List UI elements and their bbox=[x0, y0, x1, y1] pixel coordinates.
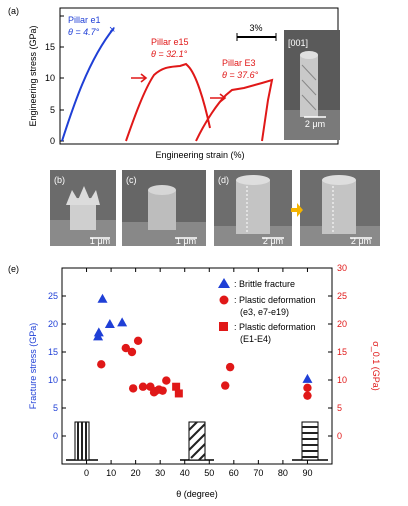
legend-triangle-marker bbox=[218, 278, 230, 288]
plastic-deformation-point bbox=[162, 376, 171, 385]
x-tick-label: 30 bbox=[155, 468, 165, 478]
brittle-fracture-point bbox=[117, 317, 128, 327]
plastic-deformation-E-point bbox=[174, 389, 183, 398]
y-left-tick-label: 10 bbox=[48, 375, 58, 385]
panel-a-ytick-0: 0 bbox=[50, 136, 55, 146]
y-right-tick-label: 5 bbox=[337, 403, 342, 413]
brittle-fracture-point bbox=[302, 373, 313, 383]
photo-d-scale: 2 μm bbox=[263, 236, 283, 246]
y-left-tick-label: 15 bbox=[48, 347, 58, 357]
pillar-sketch-45deg bbox=[180, 421, 214, 461]
y-left-tick-label: 5 bbox=[53, 403, 58, 413]
panel-e-legend: : Brittle fracture : Plastic deformation… bbox=[218, 278, 316, 344]
curve-E3-theta: θ = 37.6° bbox=[222, 70, 259, 80]
photo-d-arrow bbox=[291, 203, 303, 217]
legend-plastic-1: : Plastic deformation bbox=[234, 295, 316, 305]
panel-e-data-points bbox=[93, 293, 313, 400]
panel-a-ylabel: Engineering stress (GPa) bbox=[28, 25, 38, 126]
y-right-tick-label: 15 bbox=[337, 347, 347, 357]
plastic-deformation-point bbox=[221, 381, 230, 390]
x-tick-label: 10 bbox=[106, 468, 116, 478]
photo-d2-scale: 2 μm bbox=[351, 236, 371, 246]
curve-e15-arrow bbox=[131, 73, 148, 83]
brittle-fracture-point bbox=[93, 327, 104, 337]
curve-e1-name: Pillar e1 bbox=[68, 15, 101, 25]
plastic-deformation-E-point bbox=[172, 382, 181, 391]
photo-c-scale: 1 μm bbox=[176, 236, 196, 246]
legend-square-marker bbox=[219, 322, 228, 331]
inset-sem-image: [001] 2 μm bbox=[284, 30, 340, 140]
curve-E3-arrow bbox=[210, 93, 227, 103]
y-left-tick-label: 0 bbox=[53, 431, 58, 441]
inset-direction-label: [001] bbox=[288, 38, 308, 48]
panel-a-ytick-5: 5 bbox=[50, 105, 55, 115]
y-right-tick-label: 10 bbox=[337, 375, 347, 385]
brittle-fracture-point bbox=[97, 293, 108, 303]
y-right-tick-label: 20 bbox=[337, 319, 347, 329]
plastic-deformation-point bbox=[133, 336, 143, 345]
strain-scale-label: 3% bbox=[249, 23, 262, 33]
panel-e-yticks-right: 0 5 10 15 20 25 30 bbox=[328, 263, 347, 441]
pillar-sketch-0deg bbox=[66, 421, 98, 461]
plastic-deformation-point bbox=[303, 383, 312, 393]
y-right-tick-label: 25 bbox=[337, 291, 347, 301]
x-tick-label: 70 bbox=[253, 468, 263, 478]
photo-panel-c: (c) 1 μm bbox=[122, 170, 206, 246]
curve-e1 bbox=[61, 27, 115, 142]
plastic-deformation-point bbox=[138, 382, 148, 391]
plastic-deformation-point bbox=[225, 362, 235, 372]
panel-a-xlabel: Engineering strain (%) bbox=[155, 150, 244, 160]
pillar-sketch-90deg bbox=[292, 421, 328, 461]
plastic-deformation-point bbox=[303, 391, 312, 400]
photo-panel-d: (d) 2 μm 2 μm bbox=[214, 170, 380, 246]
x-tick-label: 20 bbox=[131, 468, 141, 478]
y-left-tick-label: 20 bbox=[48, 319, 58, 329]
x-tick-label: 50 bbox=[204, 468, 214, 478]
curve-e15-name: Pillar e15 bbox=[151, 37, 189, 47]
curve-e1-theta: θ = 4.7° bbox=[68, 27, 100, 37]
photo-b-label: (b) bbox=[54, 175, 65, 185]
photo-c-label: (c) bbox=[126, 175, 137, 185]
panel-a-ytick-10: 10 bbox=[45, 73, 55, 83]
plastic-deformation-point bbox=[127, 347, 137, 357]
x-tick-label: 40 bbox=[180, 468, 190, 478]
x-tick-label: 60 bbox=[229, 468, 239, 478]
panel-e-ylabel-right: σ_0.1 (GPa) bbox=[371, 341, 381, 391]
legend-plastic-2-detail: (E1-E4) bbox=[240, 334, 271, 344]
photo-d-label: (d) bbox=[218, 175, 229, 185]
legend-circle-marker bbox=[219, 295, 229, 305]
panel-a-plot: 0 5 10 15 Engineering stress (GPa) Engin… bbox=[28, 7, 340, 160]
panel-e-label: (e) bbox=[8, 264, 19, 274]
x-tick-label: 90 bbox=[302, 468, 312, 478]
legend-brittle: : Brittle fracture bbox=[234, 279, 295, 289]
panel-e-xlabel: θ (degree) bbox=[176, 489, 218, 499]
curve-e15 bbox=[125, 62, 211, 142]
panel-a-label: (a) bbox=[8, 6, 19, 16]
brittle-fracture-point bbox=[104, 319, 115, 328]
legend-plastic-2: : Plastic deformation bbox=[234, 322, 316, 332]
x-tick-label: 0 bbox=[84, 468, 89, 478]
panel-e-plot: 0 10 20 30 40 50 60 70 80 90 0 5 10 15 20 25 0 5 10 15 20 2… bbox=[28, 263, 381, 499]
panel-e-ylabel-left: Fracture stress (GPa) bbox=[28, 323, 38, 410]
photo-panel-b: (b) 1 μm bbox=[50, 170, 116, 246]
panel-e-yticks-left: 0 5 10 15 20 25 bbox=[48, 291, 66, 441]
plastic-deformation-point bbox=[121, 343, 131, 353]
panel-a-ytick-15: 15 bbox=[45, 42, 55, 52]
x-tick-label: 80 bbox=[278, 468, 288, 478]
y-right-tick-label: 0 bbox=[337, 431, 342, 441]
panel-e-frame bbox=[61, 267, 333, 465]
curve-e15-theta: θ = 32.1° bbox=[151, 49, 188, 59]
curve-e1-cross: × bbox=[109, 24, 115, 36]
plastic-deformation-point bbox=[97, 360, 106, 369]
y-left-tick-label: 25 bbox=[48, 291, 58, 301]
inset-scale-label: 2 μm bbox=[305, 119, 325, 129]
curve-E3-name: Pillar E3 bbox=[222, 58, 256, 68]
y-right-tick-label: 30 bbox=[337, 263, 347, 273]
curve-E3 bbox=[195, 78, 274, 142]
photo-b-scale: 1 μm bbox=[90, 236, 110, 246]
legend-plastic-1-detail: (e3, e7-e19) bbox=[240, 307, 289, 317]
plastic-deformation-point bbox=[128, 384, 138, 393]
plastic-deformation-point bbox=[158, 386, 167, 395]
